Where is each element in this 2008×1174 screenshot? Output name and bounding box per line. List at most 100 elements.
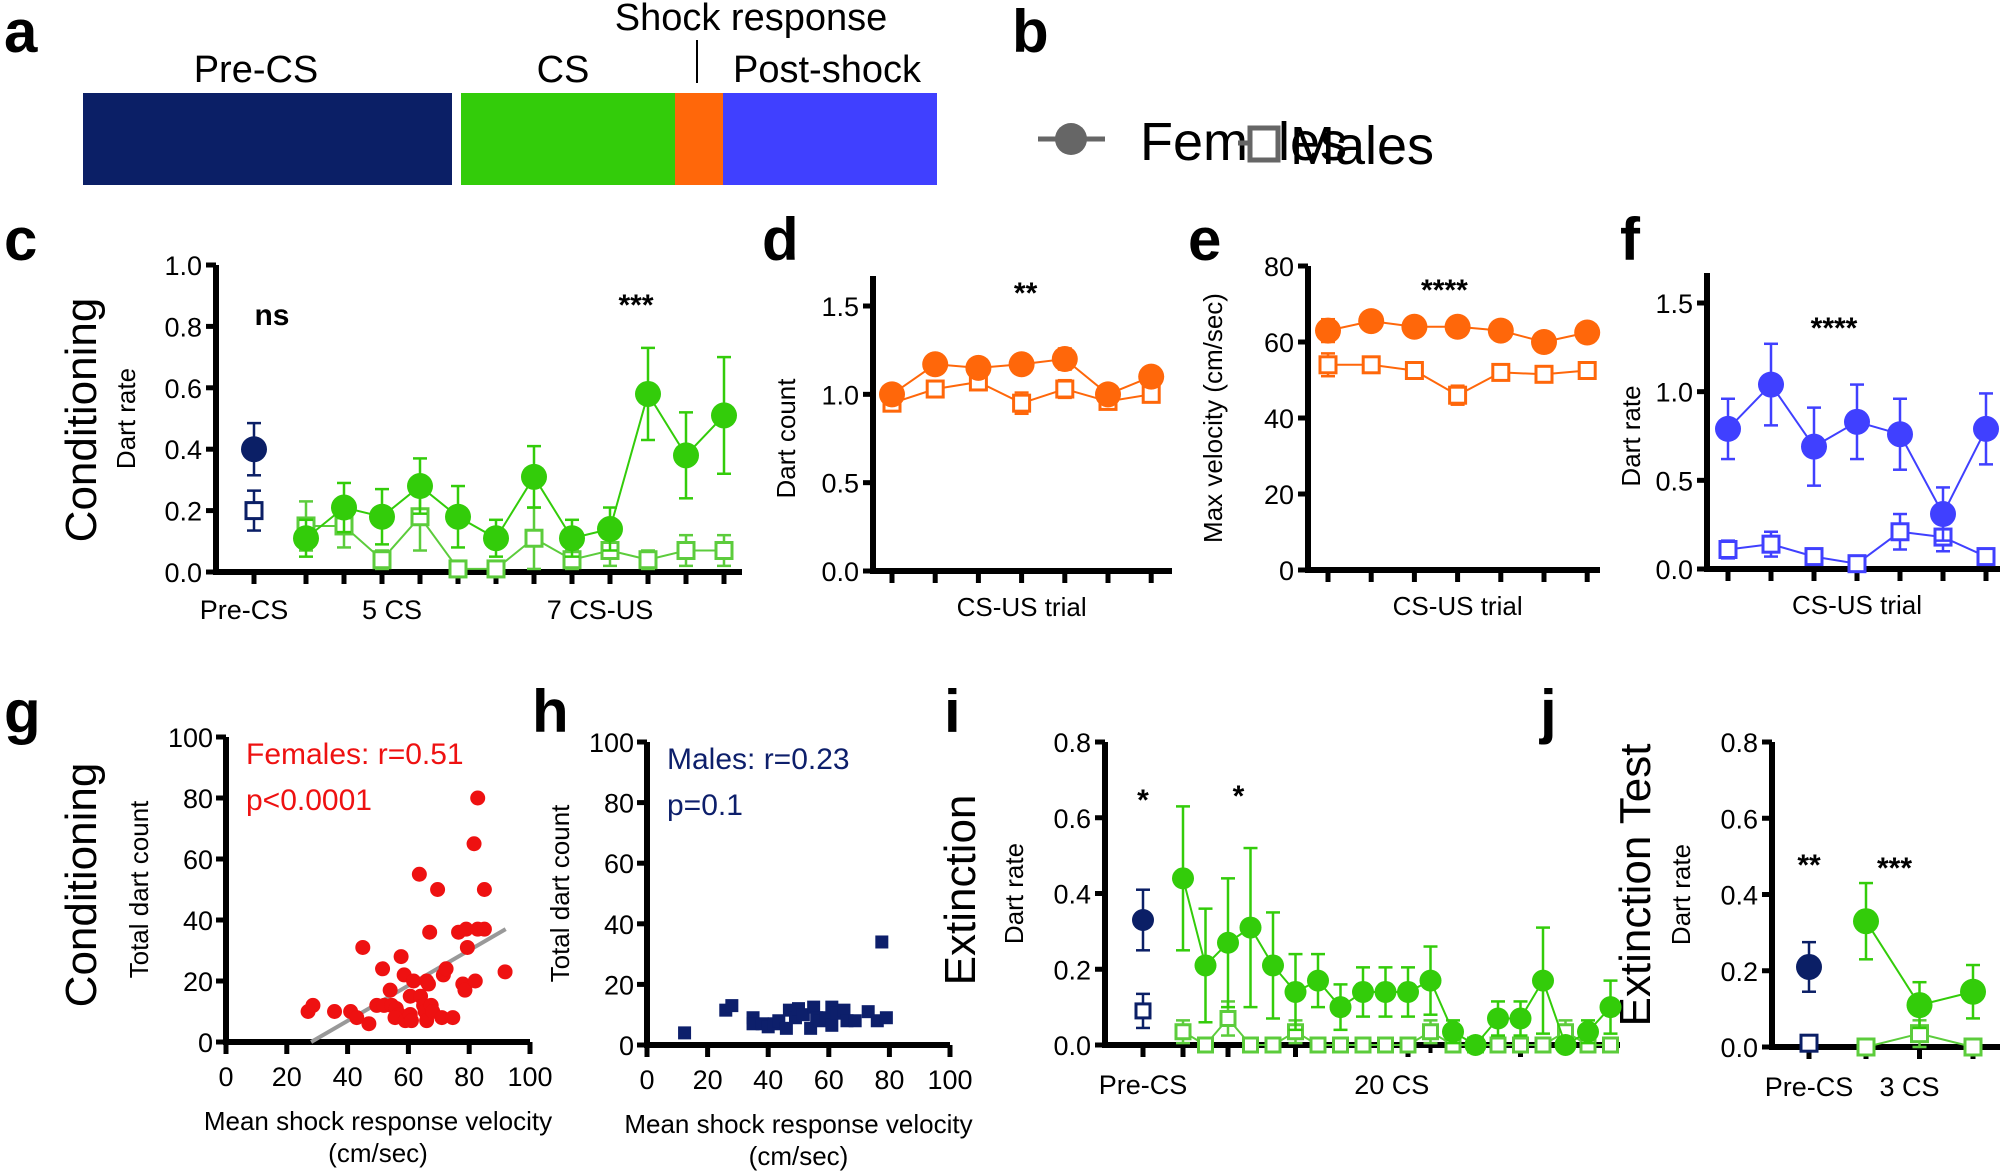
panel-letter-c: c [4,206,37,273]
female-point [965,354,992,381]
stat-annotation: Males: r=0.23 [667,743,850,776]
panel-letter-f: f [1620,206,1641,273]
y-tick-label: 80 [183,784,213,814]
y-tick-label: 0.4 [164,435,202,465]
female-point [1531,329,1557,355]
female-point [1401,313,1428,340]
female-point [1358,308,1385,335]
y-tick-label: 0.5 [821,469,859,499]
male-point [1399,1036,1417,1054]
panel-e-chart: 0 20 40 60 80 CS-US trial Max velocity (cm/sec… [1198,252,1601,621]
y-tick-label: 0.6 [1053,804,1091,834]
male-point [1491,362,1511,382]
female-point [1715,415,1741,442]
female-point [1930,501,1956,528]
female-point [1487,1007,1509,1030]
legend-males-marker-icon [1247,125,1281,163]
female-point [1599,996,1622,1019]
female-point [1758,371,1784,398]
male-point [1799,1033,1819,1053]
x-tick-label: 20 [693,1065,723,1095]
y-tick-label: 1.0 [164,251,202,281]
scatter-point [382,982,398,998]
male-point [1422,1023,1439,1041]
male-point [1448,385,1468,405]
significance-label: **** [1811,312,1858,345]
scatter-point [807,1000,821,1014]
y-tick-label: 0.4 [1720,881,1758,911]
y-tick-label: 60 [183,845,213,875]
male-point [1264,1036,1282,1054]
panel-letter-i: i [944,678,961,745]
scatter-point [305,997,321,1013]
x-tick-label: 60 [814,1065,844,1095]
panel-letter-a: a [4,0,38,65]
male-point [1332,1036,1349,1054]
scatter-point [422,924,438,940]
y-tick-label: 40 [1264,404,1294,434]
scatter-point [678,1026,692,1040]
male-point [676,541,696,561]
panel-f-chart: 0.0 0.5 1.0 1.5 CS-US trial Dart rate **** [1616,273,2000,620]
label-shock-response: Shock response [615,0,888,39]
y-axis-title: Dart rate [1616,385,1646,486]
row-label-conditioning-top: Conditioning [57,298,106,543]
male-point [1718,539,1738,559]
male-point [1404,361,1424,380]
male-point [1602,1036,1619,1054]
female-point [1464,1034,1487,1056]
female-point [1960,978,1986,1005]
scatter-point [406,973,422,989]
x-tick-label: 40 [333,1062,363,1092]
female-point [1262,954,1284,977]
female-point [922,351,949,378]
female-point [293,525,319,552]
significance-label: ** [1014,277,1038,310]
y-tick-label: 1.5 [821,292,859,322]
x-axis-title: CS-US trial [1792,590,1922,620]
y-tick-label: 20 [1264,480,1294,510]
scatter-point [467,973,483,989]
female-point [331,494,357,521]
x-tick-label: 0 [218,1062,233,1092]
y-tick-label: 40 [604,910,634,940]
female-point [1217,931,1239,954]
females-line [305,391,725,540]
x-tick-label: 0 [639,1065,654,1095]
scatter-point [725,999,739,1013]
x-tick-label: 40 [753,1065,783,1095]
y-tick-label: 0.6 [1720,804,1758,834]
segment-post-shock [723,93,937,185]
stat-annotation: Females: r=0.51 [246,738,464,771]
male-point [1963,1037,1983,1057]
label-pre-cs: Pre-CS [194,49,319,91]
y-axis-title: Dart count [771,378,801,499]
male-point [1890,522,1910,542]
significance-label: *** [1877,852,1912,885]
scatter-point [497,964,513,980]
scatter-point [411,866,427,882]
scatter-point [393,949,409,965]
stat-annotation: p=0.1 [667,789,743,822]
y-tick-label: 0.8 [1720,728,1758,758]
segment-pre-cs [83,93,452,185]
male-point [925,379,945,399]
y-tick-label: 0.0 [821,557,859,587]
panel-h-chart: 0 20 40 60 80 100 0 20 40 60 80 100 Mean shock respo… [545,728,973,1171]
panel-c-chart: 0.0 0.2 0.4 0.6 0.8 1.0 Pre-CS 5 CS 7 CS-US Dart … [111,251,742,625]
scatter-point [438,961,454,977]
y-tick-label: 0.0 [164,558,202,588]
female-point [1051,346,1078,372]
scatter-point [476,921,492,937]
scatter-point [361,1016,377,1032]
significance-label: * [1233,780,1245,813]
y-tick-label: 0.0 [1655,555,1693,585]
female-point [1887,421,1913,448]
male-point [448,559,468,579]
y-tick-label: 0 [198,1028,213,1058]
x-axis-title-line1: Mean shock response velocity [624,1109,972,1139]
y-tick-label: 1.0 [821,380,859,410]
significance-label: ** [1797,849,1821,882]
panel-d-chart: 0.0 0.5 1.0 1.5 CS-US trial Dart count ** [771,276,1172,622]
